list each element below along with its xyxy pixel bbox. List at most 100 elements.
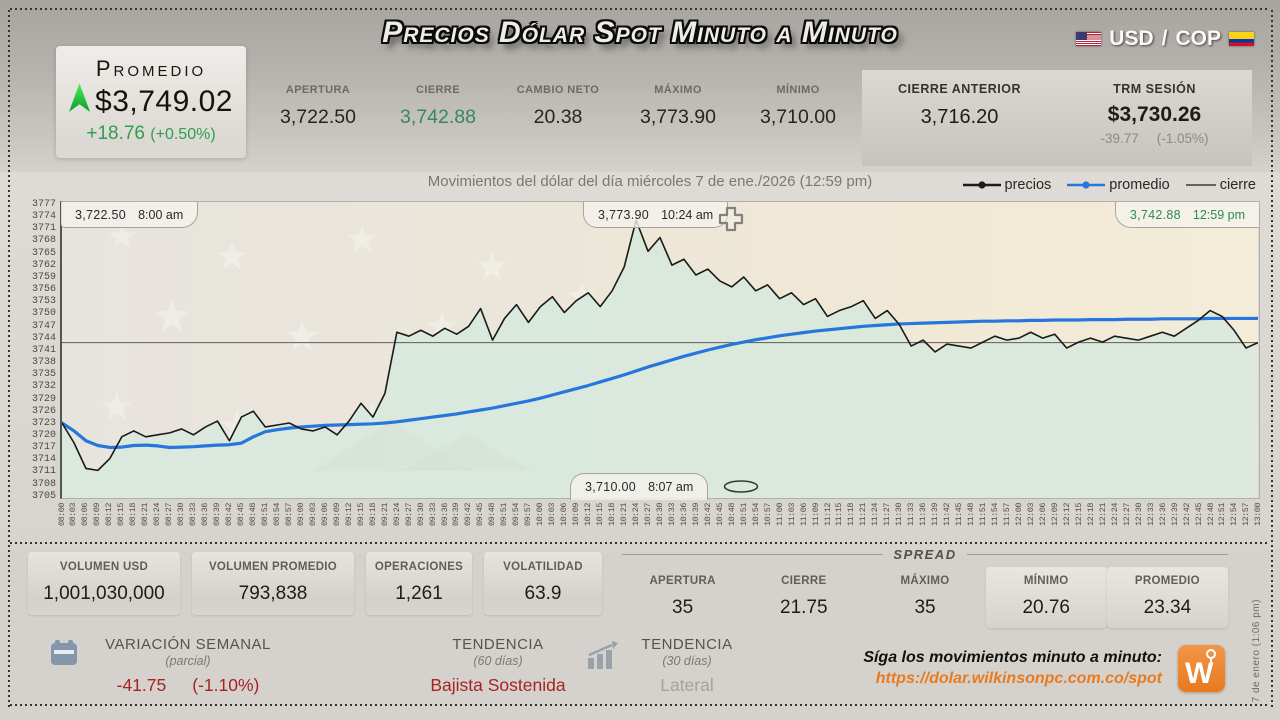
y-tick: 3726 bbox=[31, 405, 56, 417]
oval-marker-icon bbox=[722, 479, 760, 499]
y-tick: 3741 bbox=[31, 344, 56, 356]
x-tick: 08:30 bbox=[176, 503, 187, 527]
max-callout-time: 10:24 am bbox=[661, 207, 714, 222]
close-callout-time: 12:59 pm bbox=[1192, 207, 1245, 222]
x-tick: 11:45 bbox=[954, 503, 965, 527]
x-tick: 08:03 bbox=[68, 503, 79, 527]
header-stat: MÍNIMO 3,710.00 bbox=[738, 84, 858, 129]
y-tick: 3717 bbox=[31, 442, 56, 454]
stat-label: CIERRE bbox=[416, 84, 460, 96]
side-date-note: 7 de enero (1:06 pm) bbox=[1251, 598, 1262, 702]
y-tick: 3768 bbox=[31, 235, 56, 247]
stat-label: MÍNIMO bbox=[1023, 575, 1069, 587]
x-tick: 10:33 bbox=[666, 503, 677, 527]
x-tick: 09:48 bbox=[487, 503, 498, 527]
stat-value: 3,773.90 bbox=[640, 106, 716, 128]
prev-close-label: CIERRE ANTERIOR bbox=[897, 82, 1021, 96]
x-tick: 09:33 bbox=[427, 503, 438, 527]
stat-value: 1,261 bbox=[395, 583, 443, 604]
y-tick: 3705 bbox=[31, 490, 56, 502]
legend-label: cierre bbox=[1219, 177, 1256, 193]
promedio-value: $3,749.02 bbox=[95, 85, 233, 118]
promedio-card: Promedio $3,749.02 +18.76 (+0.50%) bbox=[56, 46, 246, 158]
x-tick: 08:54 bbox=[271, 503, 282, 527]
x-tick: 10:48 bbox=[726, 503, 737, 527]
y-tick: 3738 bbox=[31, 357, 56, 369]
x-tick: 12:33 bbox=[1145, 503, 1156, 527]
x-tick: 09:27 bbox=[403, 503, 414, 527]
x-tick: 12:12 bbox=[1061, 503, 1072, 527]
previous-close-box: CIERRE ANTERIOR 3,716.20 TRM SESIÓN $3,7… bbox=[862, 70, 1252, 166]
volume-stat-card: VOLUMEN USD 1,001,030,000 bbox=[28, 552, 180, 615]
min-callout-time: 8:07 am bbox=[648, 480, 694, 494]
legend-swatch bbox=[1067, 181, 1106, 189]
y-tick: 3720 bbox=[31, 429, 56, 441]
follow-block: Síga los movimientos minuto a minuto: ht… bbox=[863, 649, 1162, 688]
x-tick: 12:21 bbox=[1097, 503, 1108, 527]
stat-label: CAMBIO NETO bbox=[516, 84, 600, 96]
header-stat: MÁXIMO 3,773.90 bbox=[618, 84, 738, 129]
stat-label: VOLATILIDAD bbox=[503, 561, 583, 573]
x-tick: 10:18 bbox=[607, 503, 618, 527]
legend-label: promedio bbox=[1109, 177, 1170, 193]
spread-section: SPREAD APERTURA 35 CIERRE 21.75 MÁXIMO 35 M… bbox=[622, 547, 1229, 628]
x-tick: 10:15 bbox=[595, 503, 606, 527]
y-tick: 3759 bbox=[31, 271, 56, 283]
spread-stat: CIERRE 21.75 bbox=[743, 567, 864, 628]
x-tick: 08:42 bbox=[224, 503, 235, 527]
x-tick: 12:09 bbox=[1049, 503, 1060, 527]
x-tick: 08:48 bbox=[248, 503, 258, 527]
x-tick: 10:09 bbox=[571, 503, 582, 527]
stat-value: 21.75 bbox=[780, 597, 828, 618]
x-tick: 12:15 bbox=[1073, 503, 1084, 527]
y-tick: 3753 bbox=[31, 296, 56, 308]
chart-subtitle: Movimientos del dólar del día miércoles … bbox=[427, 173, 873, 190]
x-tick: 12:03 bbox=[1025, 503, 1036, 527]
stat-label: VOLUMEN PROMEDIO bbox=[208, 561, 338, 573]
x-tick: 10:57 bbox=[762, 503, 773, 527]
promedio-change-pct: (+0.50%) bbox=[150, 126, 216, 143]
legend-item-precios: precios bbox=[962, 177, 1051, 193]
x-tick: 10:51 bbox=[738, 503, 749, 527]
x-tick: 09:06 bbox=[319, 503, 330, 527]
trm-column: TRM SESIÓN $3,730.26 -39.77 (-1.05%) bbox=[1057, 70, 1252, 166]
stat-value: 1,001,030,000 bbox=[43, 583, 165, 604]
x-tick: 12:27 bbox=[1121, 503, 1132, 527]
legend-swatch bbox=[962, 181, 1001, 189]
y-tick: 3714 bbox=[31, 454, 56, 466]
x-tick: 11:03 bbox=[786, 503, 797, 527]
x-tick: 10:27 bbox=[642, 503, 653, 527]
follow-url-link[interactable]: https://dolar.wilkinsonpc.com.co/spot bbox=[875, 670, 1162, 687]
max-callout: 3,773.90 10:24 am bbox=[583, 202, 729, 228]
weekly-variation-label: VARIACIÓN SEMANAL bbox=[105, 636, 271, 653]
frame-stitch-left bbox=[8, 10, 10, 710]
x-tick: 08:39 bbox=[212, 503, 223, 527]
y-tick: 3756 bbox=[31, 284, 56, 296]
spread-stat: MÁXIMO 35 bbox=[864, 567, 985, 628]
x-tick: 09:00 bbox=[295, 503, 306, 527]
x-tick: 10:42 bbox=[702, 503, 713, 527]
x-axis-labels: 08:00 08:03 08:06 08:09 08:12 08:15 08:18 08:21… bbox=[56, 503, 1264, 545]
trend-60-block: TENDENCIA (60 días) Bajista Sostenida bbox=[408, 636, 588, 696]
min-callout: 3,710.00 8:07 am bbox=[570, 473, 709, 500]
y-tick: 3732 bbox=[31, 381, 56, 393]
x-tick: 09:21 bbox=[379, 503, 390, 527]
y-tick: 3723 bbox=[31, 417, 56, 429]
footer: VARIACIÓN SEMANAL (parcial) -41.75 (-1.1… bbox=[0, 636, 1280, 702]
x-tick: 10:54 bbox=[750, 503, 761, 527]
stat-value: 3,742.88 bbox=[400, 106, 476, 128]
open-callout: 3,722.50 8:00 am bbox=[61, 202, 199, 228]
prev-close-column: CIERRE ANTERIOR 3,716.20 bbox=[862, 70, 1057, 166]
header-stat: CAMBIO NETO 20.38 bbox=[498, 84, 618, 129]
y-tick: 3735 bbox=[31, 369, 56, 381]
chart-legend: precios promedio cierre bbox=[962, 177, 1256, 193]
trm-change: -39.77 bbox=[1100, 131, 1139, 146]
x-tick: 11:24 bbox=[870, 503, 881, 527]
volume-stat-card: OPERACIONES 1,261 bbox=[366, 552, 472, 615]
frame-stitch-right bbox=[1271, 10, 1273, 710]
stat-value: 3,710.00 bbox=[760, 106, 836, 128]
x-tick: 09:15 bbox=[355, 503, 366, 527]
x-tick: 09:54 bbox=[511, 503, 522, 527]
x-tick: 11:48 bbox=[966, 503, 977, 527]
x-tick: 12:57 bbox=[1241, 503, 1252, 527]
